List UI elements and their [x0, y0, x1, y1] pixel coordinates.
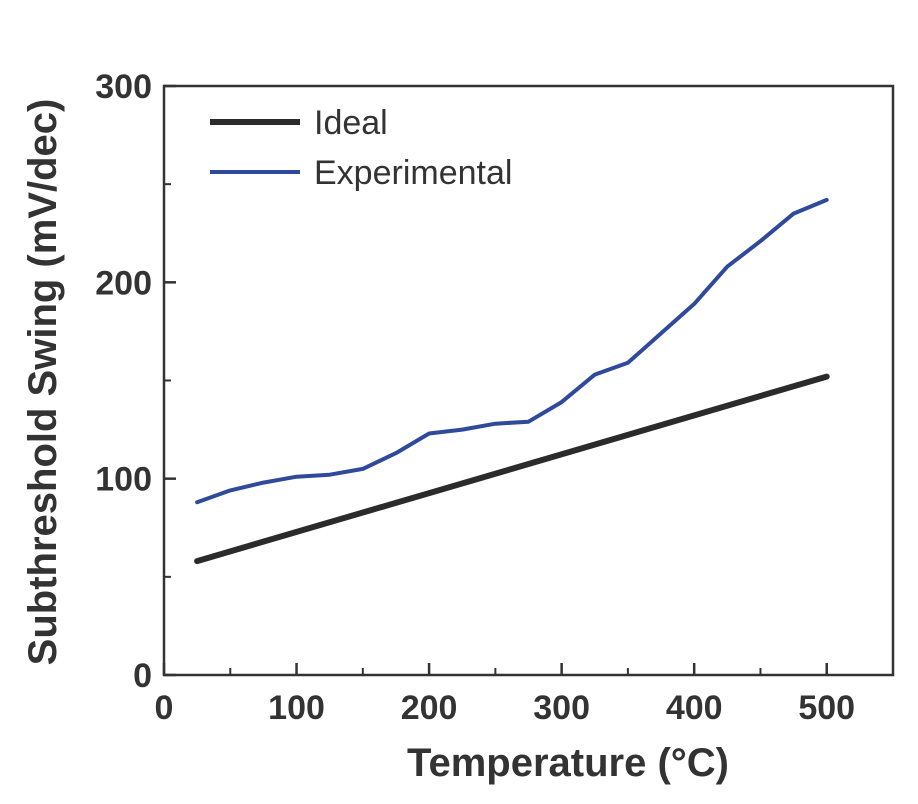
- x-tick-label: 400: [666, 689, 723, 727]
- legend-label-ideal: Ideal: [314, 104, 388, 142]
- y-axis-label: Subthreshold Swing (mV/dec): [21, 99, 65, 666]
- plot-frame: [162, 84, 895, 677]
- x-tick-label: 200: [401, 689, 458, 727]
- legend: Ideal Experimental: [210, 104, 512, 192]
- y-tick-label: 100: [95, 461, 152, 499]
- y-tick-label: 300: [95, 68, 152, 106]
- y-tick-label: 200: [95, 264, 152, 302]
- axis-ticks: [162, 84, 828, 677]
- plot-border: [162, 84, 895, 677]
- series-lines: [194, 197, 830, 565]
- series-line-experimental: [195, 197, 829, 505]
- x-axis-label: Temperature (°C): [407, 741, 729, 785]
- x-tick-label: 100: [268, 689, 325, 727]
- x-tick-label: 0: [155, 689, 174, 727]
- tick-labels: 0 100 200 300 400 500 0 100 200 300: [95, 68, 855, 727]
- x-tick-label: 500: [798, 689, 855, 727]
- series-line-ideal: [194, 373, 830, 565]
- x-tick-label: 300: [533, 689, 590, 727]
- y-tick-label: 0: [133, 657, 152, 695]
- legend-label-experimental: Experimental: [314, 154, 512, 192]
